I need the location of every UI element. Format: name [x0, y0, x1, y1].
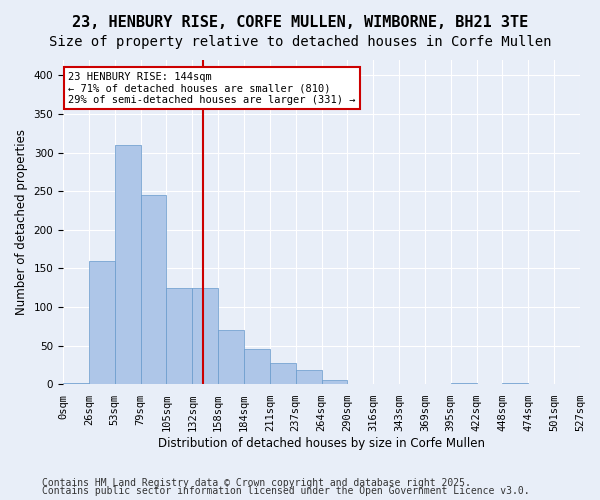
Text: Contains HM Land Registry data © Crown copyright and database right 2025.: Contains HM Land Registry data © Crown c…	[42, 478, 471, 488]
Text: Size of property relative to detached houses in Corfe Mullen: Size of property relative to detached ho…	[49, 35, 551, 49]
Bar	[115, 145, 140, 384]
Bar	[296, 370, 322, 384]
Bar	[322, 380, 347, 384]
Text: 23, HENBURY RISE, CORFE MULLEN, WIMBORNE, BH21 3TE: 23, HENBURY RISE, CORFE MULLEN, WIMBORNE…	[72, 15, 528, 30]
Y-axis label: Number of detached properties: Number of detached properties	[15, 129, 28, 315]
Text: 23 HENBURY RISE: 144sqm
← 71% of detached houses are smaller (810)
29% of semi-d: 23 HENBURY RISE: 144sqm ← 71% of detache…	[68, 72, 355, 105]
Bar	[218, 330, 244, 384]
Bar	[89, 260, 115, 384]
Bar	[63, 382, 89, 384]
Bar	[140, 195, 166, 384]
Bar	[244, 350, 270, 384]
Bar	[166, 288, 192, 384]
Bar	[270, 362, 296, 384]
Text: Contains public sector information licensed under the Open Government Licence v3: Contains public sector information licen…	[42, 486, 530, 496]
Bar	[192, 288, 218, 384]
X-axis label: Distribution of detached houses by size in Corfe Mullen: Distribution of detached houses by size …	[158, 437, 485, 450]
